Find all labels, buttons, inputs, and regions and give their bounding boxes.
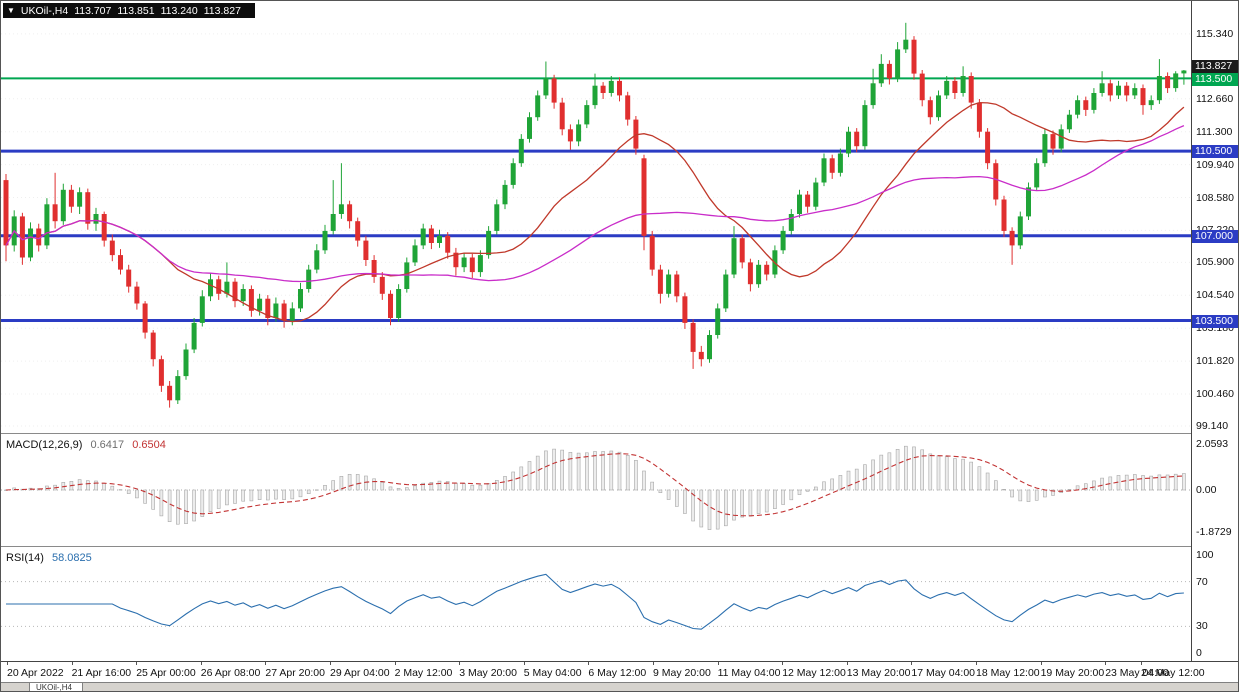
- panel-splitter[interactable]: [1, 546, 1238, 547]
- time-axis-label: 9 May 20:00: [653, 667, 711, 679]
- rsi-name: RSI(14): [6, 552, 44, 564]
- time-axis-label: 24 May 12:00: [1141, 667, 1205, 679]
- time-axis-label: 23 May 04:00: [1105, 667, 1169, 679]
- time-axis-label: 3 May 20:00: [459, 667, 517, 679]
- macd-indicator-label: MACD(12,26,9) 0.6417 0.6504: [6, 439, 166, 451]
- time-axis-tick: [71, 662, 73, 665]
- panel-splitter[interactable]: [1, 433, 1238, 434]
- time-axis-label: 13 May 20:00: [846, 667, 911, 679]
- time-axis-tick: [782, 662, 784, 665]
- time-axis-label: 11 May 04:00: [717, 667, 781, 679]
- rsi-axis-tick: 70: [1196, 575, 1208, 588]
- time-axis[interactable]: 20 Apr 2022 21 Apr 16:00 25 Apr 00:00 26 Ap…: [1, 661, 1238, 682]
- macd-axis-tick: 0.00: [1196, 484, 1217, 496]
- rsi-level-lines: [1, 581, 1191, 627]
- price-axis-tick: 108.580: [1196, 191, 1234, 204]
- candles-layer: [3, 22, 1187, 408]
- rsi-value: 58.0825: [51, 552, 92, 564]
- macd-histogram: [4, 445, 1186, 530]
- price-axis-tick: 101.820: [1196, 355, 1234, 368]
- time-axis-label: 21 Apr 16:00: [71, 667, 132, 679]
- price-level-label: 113.500: [1192, 73, 1238, 87]
- time-axis-label: 17 May 04:00: [911, 667, 976, 679]
- macd-signal-line: [5, 453, 1184, 517]
- ohlc-info-bar: ▼ UKOil-,H4 113.707 113.851 113.240 113.…: [3, 3, 255, 18]
- price-level-label: 103.500: [1192, 314, 1238, 328]
- time-axis-label: 2 May 12:00: [394, 667, 453, 679]
- time-axis-tick: [1141, 662, 1142, 665]
- rsi-panel[interactable]: [1, 548, 1191, 660]
- time-axis-tick: [523, 662, 525, 665]
- price-axis-tick: 99.140: [1196, 420, 1229, 432]
- time-axis-label: 29 Apr 04:00: [330, 667, 390, 679]
- low-value: 113.240: [160, 4, 198, 17]
- price-axis-tick: 112.660: [1196, 92, 1234, 105]
- time-axis-label: 6 May 12:00: [588, 667, 647, 679]
- price-axis-tick: 109.940: [1196, 158, 1234, 171]
- rsi-indicator-label: RSI(14) 58.0825: [6, 552, 92, 564]
- time-axis-label: 12 May 12:00: [782, 667, 846, 679]
- price-level-label: 107.000: [1192, 229, 1238, 243]
- macd-axis-tick: -1.8729: [1196, 526, 1232, 538]
- macd-main-value: 0.6417: [90, 439, 125, 451]
- time-axis-tick: [653, 662, 654, 665]
- open-value: 113.707: [74, 4, 112, 17]
- price-axis-tick: 115.340: [1196, 27, 1234, 40]
- price-axis-tick: 111.300: [1196, 125, 1233, 138]
- time-axis-label: 18 May 12:00: [976, 667, 1040, 679]
- time-axis-tick: [717, 662, 719, 665]
- price-chart[interactable]: [1, 1, 1191, 433]
- time-axis-label: 27 Apr 20:00: [265, 667, 325, 679]
- time-axis-tick: [394, 662, 396, 665]
- time-axis-label: 26 Apr 08:00: [200, 667, 261, 679]
- macd-panel[interactable]: [1, 435, 1191, 545]
- price-axis-tick: 104.540: [1196, 289, 1234, 302]
- time-axis-tick: [976, 662, 977, 665]
- axis-separator-line: [1191, 1, 1192, 661]
- price-axis-tick: 105.900: [1196, 256, 1234, 269]
- time-axis-tick: [459, 662, 461, 665]
- symbol-dropdown-icon[interactable]: ▼: [7, 6, 15, 15]
- price-level-label: 113.827: [1192, 59, 1238, 73]
- macd-signal-value: 0.6504: [132, 439, 166, 451]
- time-axis-tick: [846, 662, 848, 665]
- rsi-axis-tick: 0: [1196, 647, 1202, 659]
- time-axis-tick: [330, 662, 331, 665]
- time-axis-tick: [588, 662, 590, 665]
- macd-axis-tick: 2.0593: [1196, 437, 1229, 450]
- horizontal-level-lines: [1, 77, 1191, 322]
- ma-magenta-line: [5, 125, 1185, 283]
- rsi-axis-tick: 30: [1196, 620, 1208, 633]
- ma-red-line: [5, 101, 1185, 323]
- chart-tabs-bar: UKOil-,H4: [1, 682, 1238, 691]
- time-axis-tick: [200, 662, 202, 665]
- price-axis-tick: 100.460: [1196, 388, 1234, 400]
- rsi-axis-tick: 100: [1196, 549, 1214, 561]
- rsi-line: [6, 573, 1184, 630]
- macd-name: MACD(12,26,9): [6, 439, 83, 451]
- time-axis-label: 19 May 20:00: [1040, 667, 1105, 679]
- time-axis-tick: [136, 662, 138, 665]
- price-level-label: 110.500: [1192, 145, 1238, 159]
- time-axis-tick: [1105, 662, 1107, 665]
- time-axis-tick: [7, 662, 8, 665]
- time-axis-label: 20 Apr 2022: [7, 667, 64, 679]
- time-axis-tick: [911, 662, 913, 665]
- time-axis-label: 5 May 04:00: [523, 667, 582, 679]
- price-axis[interactable]: 115.340112.660111.300109.940108.580107.2…: [1192, 1, 1238, 661]
- time-axis-label: 25 Apr 00:00: [136, 667, 196, 679]
- chart-tab[interactable]: UKOil-,H4: [29, 683, 84, 691]
- high-value: 113.851: [117, 4, 155, 17]
- close-value: 113.827: [203, 4, 241, 17]
- time-axis-tick: [1040, 662, 1042, 665]
- symbol-timeframe-label: UKOil-,H4: [20, 4, 69, 17]
- time-axis-tick: [265, 662, 267, 665]
